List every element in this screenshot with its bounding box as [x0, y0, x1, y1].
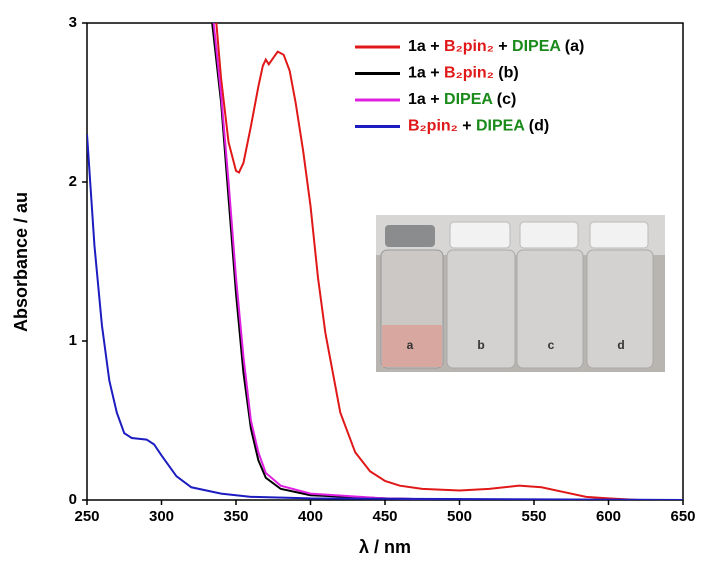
inset-photo	[376, 215, 665, 372]
legend-label: 1a + DIPEA (c)	[408, 91, 516, 108]
line-series	[87, 134, 683, 500]
x-tick-label: 250	[74, 508, 99, 525]
y-axis-label: Absorbance / au	[11, 192, 31, 332]
x-tick-label: 600	[596, 508, 621, 525]
line-series	[215, 23, 683, 500]
legend-label: 1a + B₂pin₂ + DIPEA (a)	[408, 38, 584, 55]
x-tick-label: 650	[670, 508, 695, 525]
y-tick-label: 2	[69, 173, 77, 190]
inset-label: c	[548, 338, 555, 352]
x-tick-label: 550	[521, 508, 546, 525]
x-tick-label: 350	[223, 508, 248, 525]
x-tick-label: 300	[149, 508, 174, 525]
legend-label: B₂pin₂ + DIPEA (d)	[408, 118, 549, 135]
x-axis-label: λ / nm	[359, 537, 411, 557]
x-tick-label: 450	[372, 508, 397, 525]
inset-label: b	[477, 338, 484, 352]
y-tick-label: 1	[69, 332, 77, 349]
inset-label: d	[617, 338, 624, 352]
y-tick-label: 0	[69, 491, 77, 508]
plot-area	[87, 23, 683, 500]
x-tick-label: 500	[447, 508, 472, 525]
inset-label: a	[407, 338, 414, 352]
x-tick-label: 400	[298, 508, 323, 525]
legend-label: 1a + B₂pin₂ (b)	[408, 65, 519, 82]
y-tick-label: 3	[69, 14, 77, 31]
